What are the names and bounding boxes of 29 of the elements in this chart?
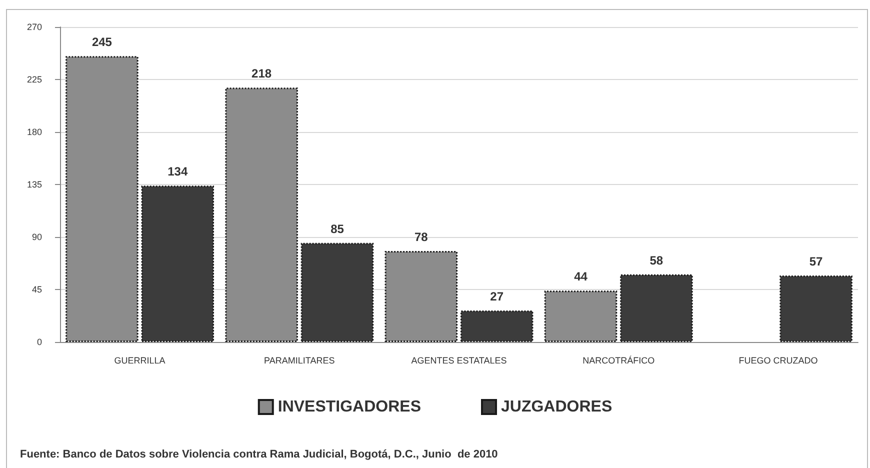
data-label: 57: [809, 254, 824, 268]
data-label: 134: [168, 164, 188, 179]
bar: [300, 242, 374, 342]
bar: [780, 276, 852, 342]
x-tick-label: FUEGO CRUZADO: [738, 356, 818, 366]
y-tick-label: 0: [36, 337, 42, 347]
legend-label: JUZGADORES: [501, 398, 612, 416]
y-tick-label: 90: [32, 232, 42, 242]
x-tick-label: NARCOTRÁFICO: [582, 356, 655, 366]
data-label: 218: [252, 66, 272, 81]
data-label: 245: [92, 35, 112, 50]
y-tick-label: 270: [26, 22, 42, 32]
data-label: 27: [490, 290, 504, 304]
y-tick-label: 135: [26, 180, 42, 190]
data-label: 44: [574, 270, 588, 284]
x-tick-label: PARAMILITARES: [264, 356, 335, 366]
y-tick-label: 45: [32, 284, 42, 294]
bar: [620, 274, 693, 342]
source-note: Fuente: Banco de Datos sobre Violencia contra Rama Judicial, Bogotá, D.C., Junio de 2010: [20, 448, 498, 460]
data-label: 58: [650, 253, 664, 268]
x-tick-label: AGENTES ESTATALES: [411, 356, 507, 366]
data-label: 85: [330, 222, 344, 236]
y-tick-label: 225: [26, 74, 42, 84]
bar: [141, 186, 214, 342]
x-tick-label: GUERRILLA: [114, 356, 166, 366]
bar: [460, 310, 534, 342]
y-tick-label: 180: [26, 127, 42, 137]
data-label: 78: [414, 230, 428, 244]
legend-label: INVESTIGADORES: [278, 398, 422, 416]
